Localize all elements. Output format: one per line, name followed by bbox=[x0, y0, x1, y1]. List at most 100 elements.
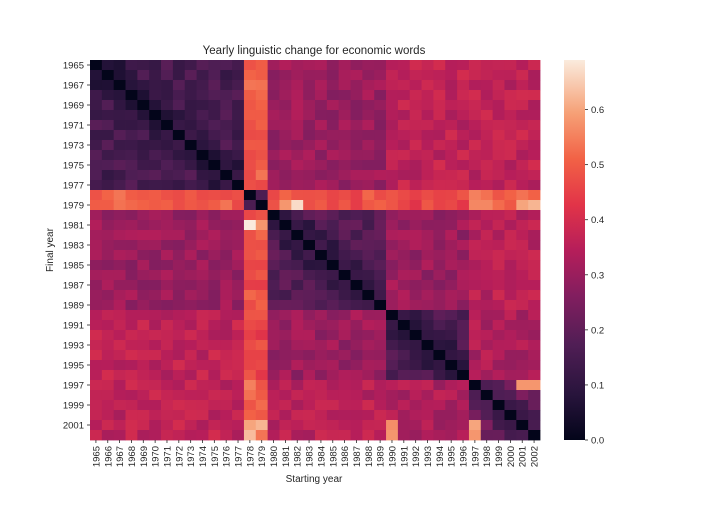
x-tick-label: 1982 bbox=[293, 446, 304, 467]
heatmap-cell bbox=[445, 430, 458, 441]
heatmap-cell bbox=[326, 300, 340, 311]
heatmap-cell bbox=[445, 290, 458, 301]
heatmap-cell bbox=[315, 220, 328, 231]
heatmap-cell bbox=[457, 80, 470, 91]
heatmap-cell bbox=[267, 220, 280, 231]
heatmap-cell bbox=[362, 60, 375, 71]
heatmap-cell bbox=[374, 150, 387, 161]
heatmap-cell bbox=[149, 420, 162, 431]
heatmap-cell bbox=[279, 390, 292, 401]
heatmap-cell bbox=[125, 400, 138, 411]
heatmap-cell bbox=[516, 270, 529, 281]
heatmap-cell bbox=[397, 100, 411, 111]
heatmap-cell bbox=[386, 430, 399, 441]
heatmap-cell bbox=[326, 340, 340, 351]
heatmap-cell bbox=[255, 280, 269, 291]
colorbar-tick-label: 0.1 bbox=[591, 380, 604, 391]
heatmap-cell bbox=[362, 380, 375, 391]
x-tick-label: 1973 bbox=[186, 446, 197, 467]
heatmap-cell bbox=[445, 240, 458, 251]
heatmap-cell bbox=[528, 370, 541, 381]
heatmap-cell bbox=[492, 140, 505, 151]
heatmap-cell bbox=[504, 180, 517, 191]
heatmap-cell bbox=[338, 100, 351, 111]
heatmap-cell bbox=[468, 370, 482, 381]
heatmap-cell bbox=[137, 80, 150, 91]
heatmap-cell bbox=[208, 140, 221, 151]
heatmap-cell bbox=[362, 280, 375, 291]
heatmap-cell bbox=[397, 80, 411, 91]
heatmap-cell bbox=[113, 230, 126, 241]
heatmap-cell bbox=[338, 210, 351, 221]
heatmap-cell bbox=[421, 390, 434, 401]
heatmap-cell bbox=[161, 410, 174, 421]
heatmap-cell bbox=[516, 310, 529, 321]
heatmap-cell bbox=[504, 280, 517, 291]
heatmap-cell bbox=[409, 430, 422, 441]
heatmap-cell bbox=[516, 280, 529, 291]
heatmap-cell bbox=[303, 110, 316, 121]
heatmap-cell bbox=[516, 330, 529, 341]
heatmap-cell bbox=[338, 220, 351, 231]
heatmap-cell bbox=[468, 270, 482, 281]
heatmap-cell bbox=[338, 280, 351, 291]
heatmap-cell bbox=[243, 340, 257, 351]
heatmap-cell bbox=[504, 230, 517, 241]
heatmap-cell bbox=[457, 390, 470, 401]
heatmap-cell bbox=[172, 220, 186, 231]
heatmap-cell bbox=[492, 100, 505, 111]
heatmap-cell bbox=[421, 120, 434, 131]
heatmap-cell bbox=[480, 150, 494, 161]
heatmap-cell bbox=[326, 430, 340, 441]
heatmap-cell bbox=[255, 300, 269, 311]
heatmap-cell bbox=[161, 300, 174, 311]
heatmap-cell bbox=[516, 80, 529, 91]
heatmap-cell bbox=[243, 70, 257, 81]
heatmap-cell bbox=[374, 120, 387, 131]
heatmap-cell bbox=[315, 240, 328, 251]
heatmap-cell bbox=[232, 140, 245, 151]
heatmap-cell bbox=[149, 240, 162, 251]
heatmap-cell bbox=[255, 420, 269, 431]
heatmap-cell bbox=[350, 420, 363, 431]
heatmap-cell bbox=[125, 60, 138, 71]
heatmap-cell bbox=[149, 390, 162, 401]
heatmap-cell bbox=[161, 80, 174, 91]
heatmap-cell bbox=[279, 250, 292, 261]
heatmap-cell bbox=[362, 310, 375, 321]
heatmap-cell bbox=[196, 160, 209, 171]
heatmap-cell bbox=[220, 270, 233, 281]
heatmap-cell bbox=[468, 220, 482, 231]
y-tick-label: 1973 bbox=[63, 141, 84, 152]
heatmap-cell bbox=[468, 340, 482, 351]
heatmap-cell bbox=[113, 160, 126, 171]
heatmap-cell bbox=[149, 310, 162, 321]
heatmap-cell bbox=[457, 140, 470, 151]
heatmap-cell bbox=[184, 340, 197, 351]
colorbar-tick-label: 0.3 bbox=[591, 270, 604, 281]
heatmap-cell bbox=[445, 300, 458, 311]
heatmap-cell bbox=[232, 230, 245, 241]
heatmap-cell bbox=[528, 280, 541, 291]
heatmap-cell bbox=[303, 300, 316, 311]
heatmap-cell bbox=[386, 190, 399, 201]
heatmap-cell bbox=[184, 430, 197, 441]
heatmap-cell bbox=[326, 400, 340, 411]
heatmap-cell bbox=[386, 100, 399, 111]
heatmap-cell bbox=[326, 390, 340, 401]
heatmap-cell bbox=[208, 410, 221, 421]
heatmap-cell bbox=[468, 240, 482, 251]
heatmap-cell bbox=[480, 250, 494, 261]
y-tick-label: 2001 bbox=[63, 421, 84, 432]
heatmap-cell bbox=[315, 210, 328, 221]
heatmap-cell bbox=[468, 60, 482, 71]
heatmap-cell bbox=[528, 190, 541, 201]
heatmap-cell bbox=[208, 300, 221, 311]
heatmap-cell bbox=[397, 70, 411, 81]
heatmap-cell bbox=[161, 360, 174, 371]
heatmap-cell bbox=[504, 140, 517, 151]
heatmap-cell bbox=[409, 330, 422, 341]
heatmap-cell bbox=[480, 180, 494, 191]
heatmap-cell bbox=[362, 360, 375, 371]
heatmap-cell bbox=[232, 60, 245, 71]
